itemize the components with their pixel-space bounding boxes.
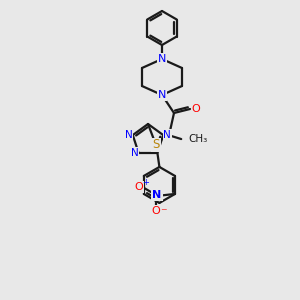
Text: O: O: [192, 104, 200, 114]
Text: N: N: [158, 90, 166, 100]
Text: O: O: [135, 182, 143, 192]
Text: CH₃: CH₃: [188, 134, 208, 144]
Text: +: +: [142, 178, 149, 188]
Text: N: N: [152, 190, 162, 200]
Text: S: S: [152, 139, 160, 152]
Text: O: O: [152, 206, 160, 216]
Text: N: N: [131, 148, 139, 158]
Text: N: N: [125, 130, 133, 140]
Text: ⁻: ⁻: [160, 206, 166, 219]
Text: N: N: [158, 54, 166, 64]
Text: N: N: [163, 130, 171, 140]
